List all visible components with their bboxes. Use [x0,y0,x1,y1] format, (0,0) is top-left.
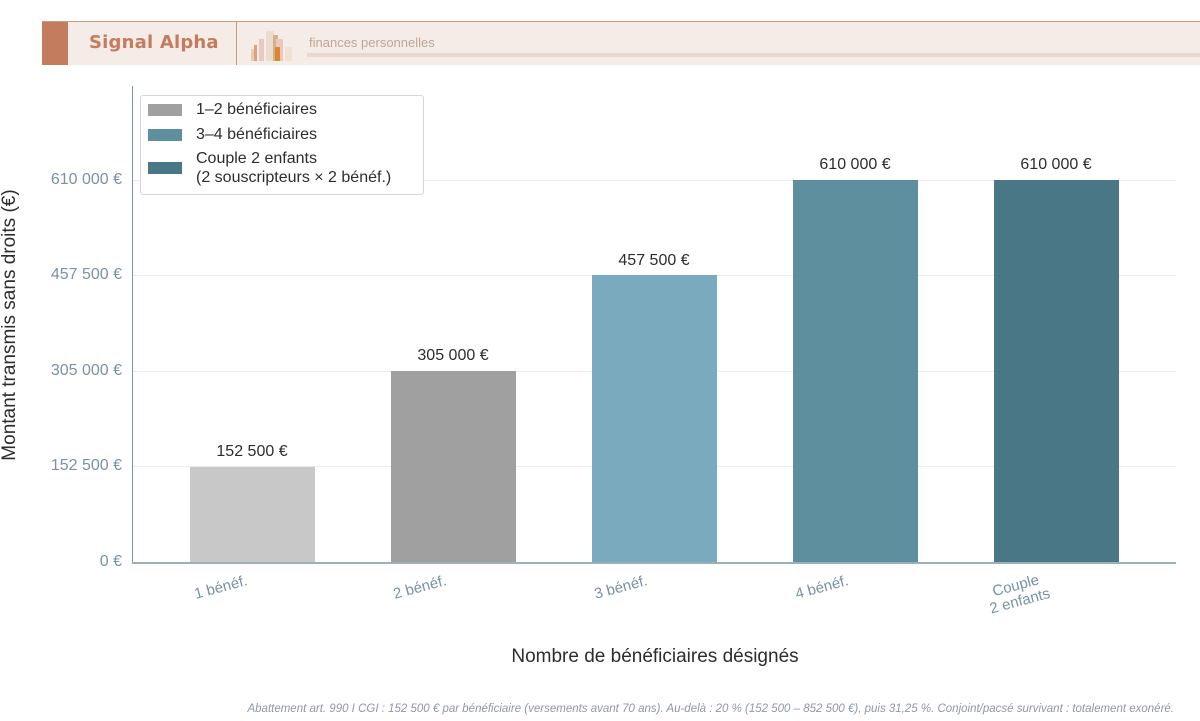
legend-swatch [148,162,182,174]
brand-name: Signal Alpha [89,32,219,53]
bar-value-label: 610 000 € [819,156,891,173]
bar-3-benef [592,275,717,563]
chart-legend: 1–2 bénéficiaires 3–4 bénéficiaires Coup… [140,95,424,195]
x-tick-label: Couple 2 enfants [987,571,1052,618]
bar-2-benef [391,371,516,563]
x-axis-title: Nombre de bénéficiaires désignés [511,646,799,667]
y-axis-title: Montant transmis sans droits (€) [0,189,20,461]
y-tick-label: 152 500 € [50,457,122,474]
header-banner: Signal Alpha finances personnelles [42,21,1200,65]
header-divider [236,22,237,65]
footnote: Abattement art. 990 I CGI : 152 500 € pa… [247,703,1174,715]
y-tick-label: 305 000 € [50,362,122,379]
legend-item: 3–4 bénéficiaires [148,125,317,144]
legend-swatch [148,103,182,116]
bar-value-label: 305 000 € [417,347,489,364]
gridline [133,180,1176,181]
bar-chart-logo-icon [251,31,292,61]
header-subtitle: finances personnelles [309,35,435,50]
legend-label: Couple 2 enfants (2 souscripteurs × 2 bé… [196,150,392,186]
bar-value-label: 610 000 € [1020,156,1092,173]
y-tick-label: 610 000 € [50,171,122,188]
x-tick-label: 2 bénéf. [391,572,449,603]
bar-4-benef [793,180,918,563]
legend-item: 1–2 bénéficiaires [148,100,317,119]
x-tick-label: 4 bénéf. [793,572,851,603]
legend-label: 1–2 bénéficiaires [196,101,317,118]
y-tick-label: 0 € [99,553,122,570]
y-axis-line [132,86,133,563]
legend-swatch [148,128,182,141]
bar-couple-2-enfants [994,180,1119,563]
bar-value-label: 457 500 € [618,252,690,269]
x-tick-label: 1 bénéf. [192,572,250,603]
bar-value-label: 152 500 € [216,443,288,460]
header-underline [307,53,1200,57]
legend-item: Couple 2 enfants (2 souscripteurs × 2 bé… [148,149,391,187]
y-tick-label: 457 500 € [50,266,122,283]
header-accent-block [42,22,68,65]
x-tick-label: 3 bénéf. [592,572,650,603]
legend-label: 3–4 bénéficiaires [196,126,317,143]
bar-1-benef [190,467,315,563]
x-axis-line [132,562,1176,564]
